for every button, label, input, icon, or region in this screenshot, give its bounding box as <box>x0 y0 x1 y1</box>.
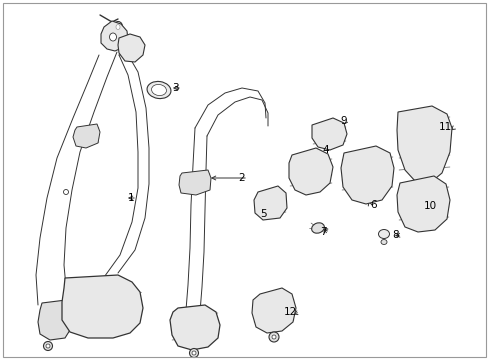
Ellipse shape <box>46 344 50 348</box>
Polygon shape <box>101 21 128 51</box>
Ellipse shape <box>43 342 52 351</box>
Polygon shape <box>251 288 295 333</box>
Text: 9: 9 <box>340 116 346 126</box>
Ellipse shape <box>271 335 275 339</box>
Text: 7: 7 <box>320 227 326 237</box>
Polygon shape <box>118 34 145 62</box>
Text: 8: 8 <box>391 230 398 240</box>
Ellipse shape <box>189 348 198 357</box>
Ellipse shape <box>116 24 120 30</box>
Text: 12: 12 <box>283 307 296 317</box>
Ellipse shape <box>268 332 279 342</box>
Text: 2: 2 <box>238 173 244 183</box>
Polygon shape <box>38 300 70 340</box>
Ellipse shape <box>311 223 324 233</box>
Ellipse shape <box>147 81 171 99</box>
Ellipse shape <box>192 351 196 355</box>
Ellipse shape <box>378 230 389 239</box>
Polygon shape <box>253 186 286 220</box>
Polygon shape <box>179 170 210 195</box>
Text: 11: 11 <box>438 122 451 132</box>
Ellipse shape <box>151 85 166 95</box>
Ellipse shape <box>63 189 68 194</box>
Polygon shape <box>62 275 142 338</box>
Polygon shape <box>73 124 100 148</box>
Polygon shape <box>340 146 393 204</box>
Ellipse shape <box>109 33 116 41</box>
Text: 6: 6 <box>369 200 376 210</box>
Text: 3: 3 <box>172 83 179 93</box>
Polygon shape <box>396 106 451 183</box>
Ellipse shape <box>113 22 122 32</box>
Text: 1: 1 <box>127 193 134 203</box>
Polygon shape <box>311 118 346 150</box>
Polygon shape <box>396 176 449 232</box>
Polygon shape <box>288 148 332 195</box>
Text: 5: 5 <box>260 209 266 219</box>
Text: 10: 10 <box>423 201 436 211</box>
Polygon shape <box>170 305 220 350</box>
Ellipse shape <box>380 239 386 244</box>
Text: 4: 4 <box>321 145 328 155</box>
